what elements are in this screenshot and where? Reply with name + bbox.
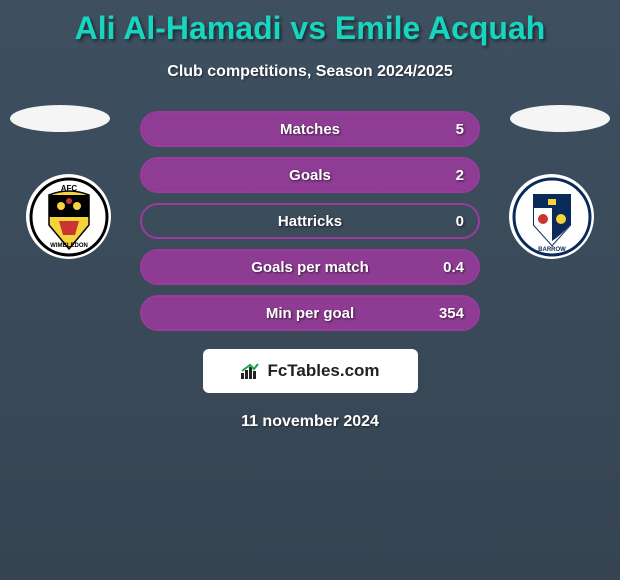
comparison-panel: AFC WIMBLEDON BARROW Matches 5 (0, 111, 620, 431)
subtitle: Club competitions, Season 2024/2025 (0, 63, 620, 81)
stat-value-right: 5 (456, 121, 464, 138)
stat-label: Hattricks (278, 213, 342, 230)
stat-label: Goals (289, 167, 331, 184)
brand-logo[interactable]: FcTables.com (203, 349, 418, 393)
date-text: 11 november 2024 (0, 413, 620, 431)
stat-value-right: 0.4 (443, 259, 464, 276)
stat-row-goals: Goals 2 (140, 157, 480, 193)
player-avatar-left (10, 105, 110, 132)
afc-wimbledon-icon: AFC WIMBLEDON (29, 177, 109, 257)
stat-row-matches: Matches 5 (140, 111, 480, 147)
stat-label: Matches (280, 121, 340, 138)
chart-icon (240, 362, 262, 380)
page-title: Ali Al-Hamadi vs Emile Acquah (0, 0, 620, 47)
svg-text:BARROW: BARROW (538, 247, 566, 253)
stat-row-goals-per-match: Goals per match 0.4 (140, 249, 480, 285)
stat-label: Goals per match (251, 259, 369, 276)
club-crest-left: AFC WIMBLEDON (26, 174, 111, 259)
stat-value-right: 0 (456, 213, 464, 230)
club-crest-right: BARROW (509, 174, 594, 259)
stat-rows: Matches 5 Goals 2 Hattricks 0 Goals per … (140, 111, 480, 331)
player-avatar-right (510, 105, 610, 132)
stat-row-hattricks: Hattricks 0 (140, 203, 480, 239)
stat-label: Min per goal (266, 305, 354, 322)
brand-text: FcTables.com (267, 361, 379, 381)
stat-row-min-per-goal: Min per goal 354 (140, 295, 480, 331)
svg-text:WIMBLEDON: WIMBLEDON (50, 243, 88, 249)
barrow-icon: BARROW (512, 177, 592, 257)
stat-value-right: 2 (456, 167, 464, 184)
stat-value-right: 354 (439, 305, 464, 322)
